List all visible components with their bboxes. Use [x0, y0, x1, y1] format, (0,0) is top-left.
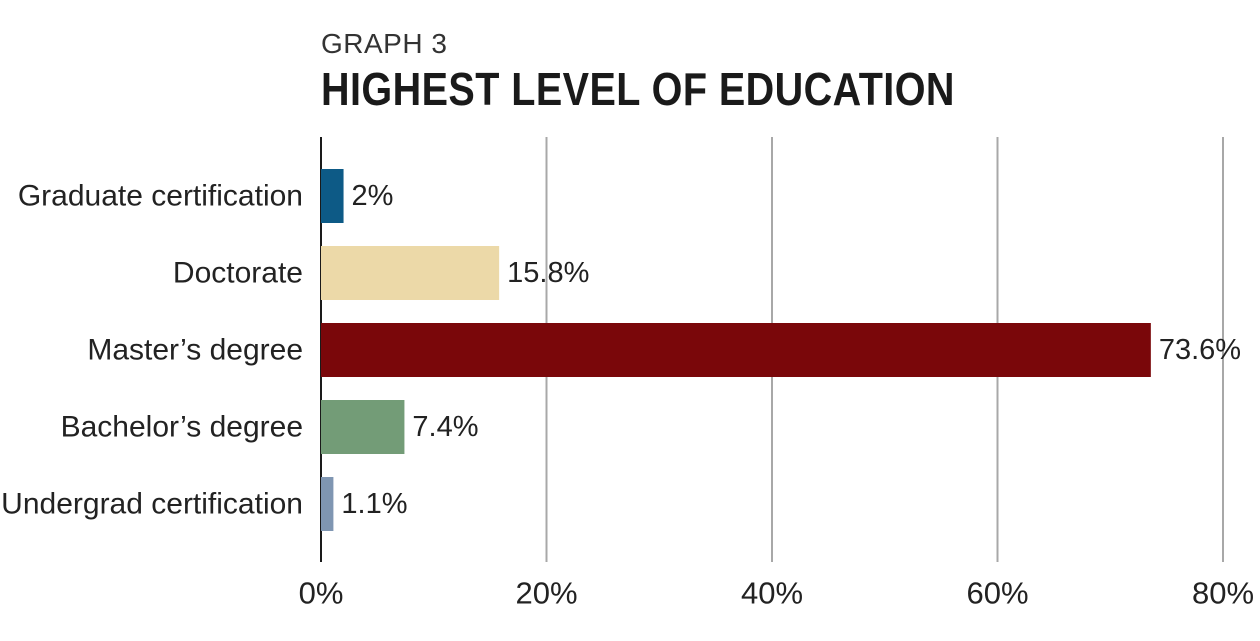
x-tick-label: 60%: [966, 576, 1028, 611]
x-tick-label: 40%: [741, 576, 803, 611]
x-tick-label: 20%: [515, 576, 577, 611]
x-tick-label: 80%: [1192, 576, 1254, 611]
value-label: 2%: [352, 180, 394, 212]
bar: [321, 246, 500, 300]
category-label: Bachelor’s degree: [61, 411, 303, 444]
x-tick-label: 0%: [299, 576, 344, 611]
chart-title: HIGHEST LEVEL OF EDUCATION: [321, 63, 955, 115]
category-label: Graduate certification: [18, 180, 303, 213]
category-label: Doctorate: [173, 257, 303, 290]
bar: [321, 323, 1151, 377]
x-axis-ticks: 0% 20% 40% 60% 80%: [299, 576, 1254, 611]
bar: [321, 400, 405, 454]
bars: Graduate certification 2% Doctorate 15.8% Ma…: [1, 169, 1241, 531]
value-label: 15.8%: [507, 257, 589, 289]
graph-number: GRAPH 3: [321, 28, 448, 59]
value-label: 7.4%: [412, 411, 478, 443]
bar: [321, 477, 334, 531]
value-label: 73.6%: [1159, 334, 1241, 366]
category-label: Undergrad certification: [1, 488, 303, 521]
category-label: Master’s degree: [87, 334, 303, 367]
bar: [321, 169, 344, 223]
value-label: 1.1%: [341, 488, 407, 520]
